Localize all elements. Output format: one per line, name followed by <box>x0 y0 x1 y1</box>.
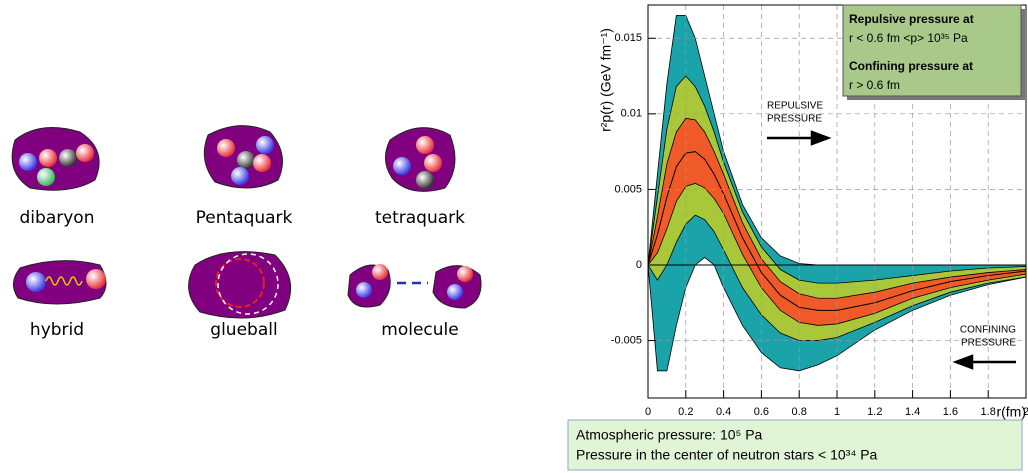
x-tick-label: 2 <box>1023 406 1028 418</box>
y-tick-label: 0 <box>636 259 642 271</box>
annotation-text: CONFINING <box>960 325 1016 336</box>
y-axis-label: r²p(r) (GeV fm⁻¹) <box>598 28 614 132</box>
x-tick-label: 1.2 <box>867 406 882 418</box>
hadron-icons <box>11 125 482 319</box>
annotation-text: REPULSIVE <box>767 101 823 112</box>
annotation-text: PRESSURE <box>767 114 822 125</box>
plot: 0 0.2 0.4 0.6 0.8 1 1.2 1.4 1.6 1.8 2 -0.005 0 0.005 0… <box>567 4 1028 471</box>
footer-text: Atmospheric pressure: 10⁵ Pa <box>576 427 763 443</box>
annotation-text: Confining pressure at <box>849 59 973 73</box>
x-tick-label: 1 <box>834 406 840 418</box>
hadron-label: dibaryon <box>20 208 95 228</box>
x-axis-label: r(fm) <box>996 404 1026 420</box>
x-tick-label: 0.2 <box>678 406 693 418</box>
hadron-label: tetraquark <box>375 208 465 228</box>
hadron-label: molecule <box>381 320 458 340</box>
plot-frame <box>647 4 1027 399</box>
hadron-label: hybrid <box>30 320 84 340</box>
annotation-text: r < 0.6 fm <p> 10³⁵ Pa <box>849 31 968 45</box>
hadron-label: glueball <box>210 320 277 340</box>
y-tick-label: 0.005 <box>614 183 642 195</box>
x-tick-label: 1.8 <box>981 406 996 418</box>
x-tick-label: 1.6 <box>943 406 958 418</box>
annotation-text: Repulsive pressure at <box>849 12 974 26</box>
y-tick-label: -0.005 <box>611 334 642 346</box>
annotation-text: PRESSURE <box>961 338 1016 349</box>
x-tick-label: 1.4 <box>905 406 920 418</box>
annotation-box <box>842 4 1022 97</box>
y-tick-label: 0.01 <box>621 108 642 120</box>
footer-box <box>567 419 1023 471</box>
hadron-label: Pentaquark <box>196 208 293 228</box>
y-tick-label: 0.015 <box>614 32 642 44</box>
annotation-text: r > 0.6 fm <box>849 78 900 92</box>
x-tick-label: 0 <box>645 406 651 418</box>
arrow <box>767 130 832 146</box>
x-tick-label: 0.6 <box>754 406 769 418</box>
arrow <box>952 354 1016 370</box>
x-tick-label: 0.4 <box>716 406 731 418</box>
x-tick-label: 0.8 <box>792 406 807 418</box>
footer-text: Pressure in the center of neutron stars … <box>576 447 878 463</box>
central-line <box>647 151 1027 311</box>
